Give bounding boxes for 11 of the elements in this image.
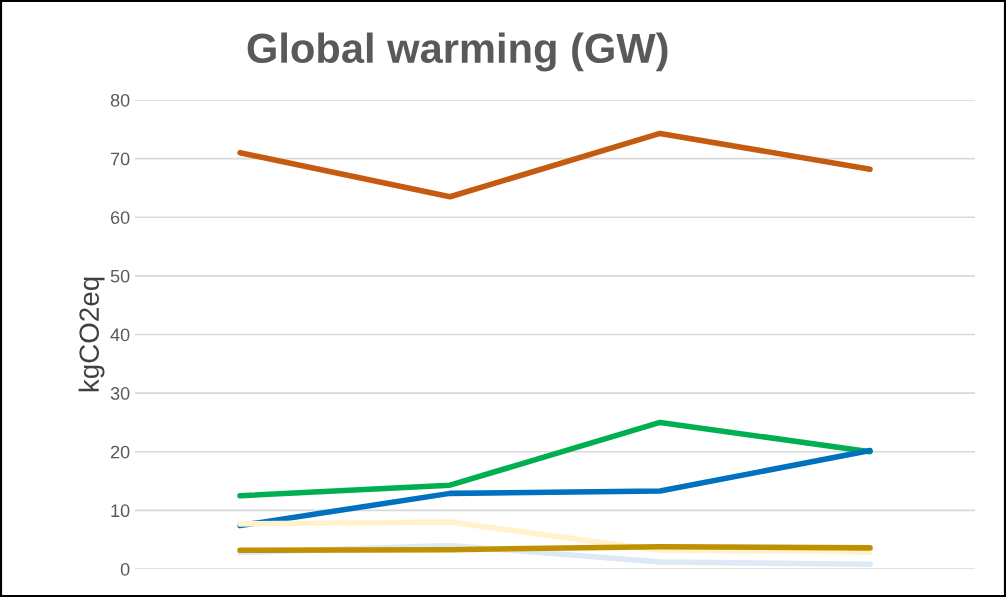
y-tick-label: 70 (110, 152, 130, 166)
y-tick-label: 50 (110, 269, 130, 283)
y-tick-label: 0 (120, 562, 130, 576)
y-axis-title: kgCO2eq (78, 277, 105, 392)
y-tick-label: 80 (110, 93, 130, 107)
chart-title: Global warming (GW) (247, 32, 668, 72)
y-tick-label: 10 (111, 504, 130, 518)
y-tick-label: 20 (110, 445, 130, 459)
y-tick-label: 30 (110, 387, 130, 400)
y-tick-label: 40 (110, 328, 130, 342)
y-tick-label: 60 (110, 211, 130, 224)
